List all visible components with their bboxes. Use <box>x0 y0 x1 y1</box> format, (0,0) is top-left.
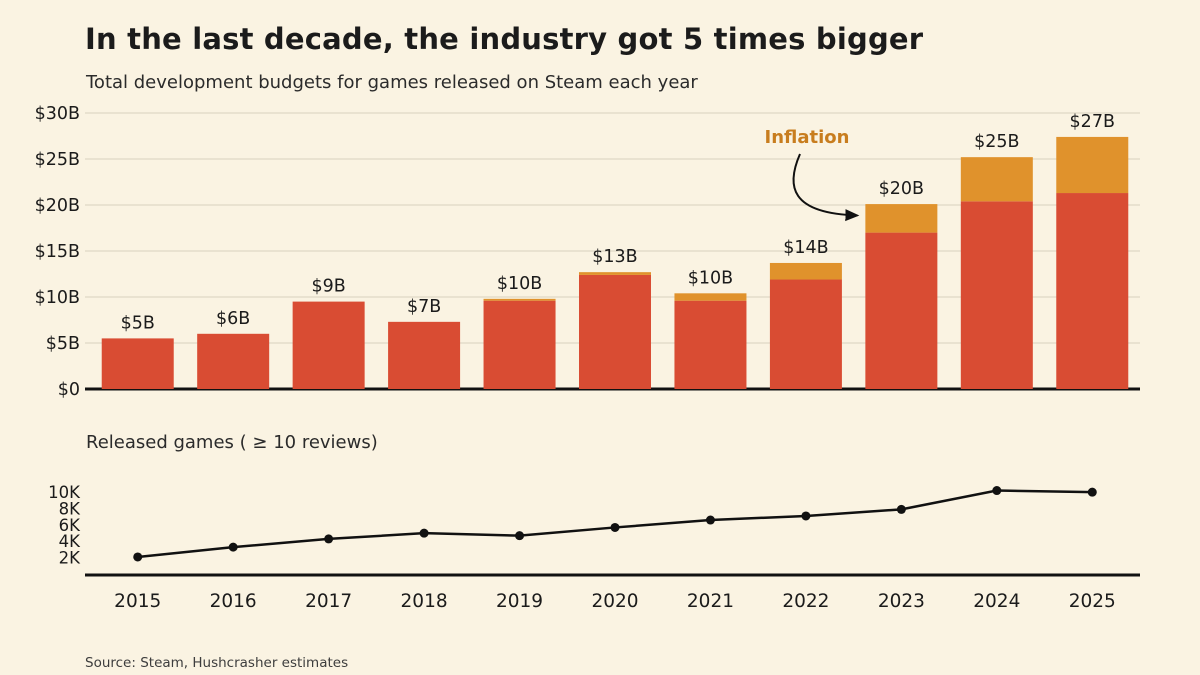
svg-text:$14B: $14B <box>783 238 828 258</box>
svg-text:$10B: $10B <box>497 274 542 294</box>
svg-text:2021: 2021 <box>687 591 734 612</box>
budget-bar-chart: $0 $5B $10B $15B $20B $25B $30B $5B $6B $9B $7B $10… <box>35 104 1140 400</box>
page-title: In the last decade, the industry got 5 t… <box>85 22 924 56</box>
released-games-label: Released games ( ≥ 10 reviews) <box>86 432 378 453</box>
svg-text:$6B: $6B <box>216 309 250 329</box>
svg-text:8K: 8K <box>59 499 81 518</box>
svg-text:$25B: $25B <box>974 132 1019 152</box>
svg-text:$0: $0 <box>58 380 80 400</box>
svg-text:10K: 10K <box>48 483 81 502</box>
svg-text:2022: 2022 <box>782 591 829 612</box>
svg-text:$7B: $7B <box>407 297 441 317</box>
games-line-series <box>133 486 1097 562</box>
budget-bars: $5B $6B $9B $7B $10B $13B $10B $14B $20B $25B $27B <box>101 112 1129 389</box>
source-note: Source: Steam, Hushcrasher estimates <box>85 655 349 671</box>
svg-text:$13B: $13B <box>592 247 637 267</box>
svg-text:$20B: $20B <box>35 196 80 216</box>
svg-text:6K: 6K <box>59 516 81 535</box>
svg-text:$30B: $30B <box>35 104 80 124</box>
svg-text:Inflation: Inflation <box>765 127 850 148</box>
svg-text:$20B: $20B <box>879 179 924 199</box>
svg-text:$9B: $9B <box>311 277 345 297</box>
svg-text:2020: 2020 <box>591 591 638 612</box>
svg-text:2018: 2018 <box>401 591 448 612</box>
year-axis-labels: 2015 2016 2017 2018 2019 2020 2021 2022 2023 2024… <box>114 591 1116 612</box>
svg-text:2025: 2025 <box>1069 591 1116 612</box>
svg-text:$15B: $15B <box>35 242 80 262</box>
svg-text:2015: 2015 <box>114 591 161 612</box>
svg-text:2016: 2016 <box>210 591 257 612</box>
svg-text:2023: 2023 <box>878 591 925 612</box>
svg-text:$5B: $5B <box>121 313 155 333</box>
svg-text:2024: 2024 <box>973 591 1020 612</box>
svg-text:4K: 4K <box>59 532 81 551</box>
svg-text:2K: 2K <box>59 549 81 568</box>
svg-text:$10B: $10B <box>35 288 80 308</box>
svg-text:$27B: $27B <box>1070 112 1115 132</box>
svg-text:2019: 2019 <box>496 591 543 612</box>
svg-text:$25B: $25B <box>35 150 80 170</box>
inflation-annotation: Inflation <box>765 127 860 222</box>
svg-text:2017: 2017 <box>305 591 352 612</box>
chart-subtitle: Total development budgets for games rele… <box>86 72 698 93</box>
svg-text:$10B: $10B <box>688 268 733 288</box>
svg-text:$5B: $5B <box>46 334 80 354</box>
